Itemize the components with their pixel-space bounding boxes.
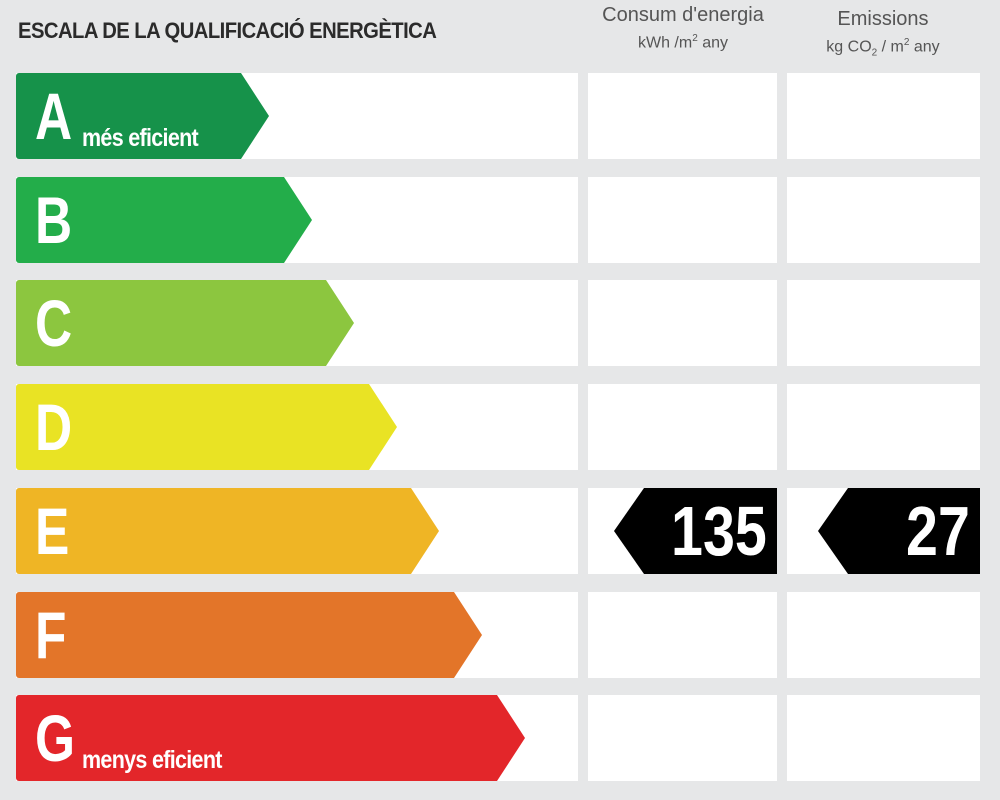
rating-row-d: D: [0, 384, 1000, 470]
energy-column-title: Consum d'energia: [602, 4, 764, 26]
emissions-cell: [787, 695, 980, 781]
emissions-cell: [787, 177, 980, 263]
emissions-column-title: Emissions: [837, 8, 929, 30]
emissions-cell: [787, 384, 980, 470]
rating-letter: G: [35, 701, 76, 775]
emissions-column-unit: kg CO2 / m2 any: [826, 37, 940, 59]
emissions-value: 27: [906, 492, 970, 570]
emissions-cell: [787, 73, 980, 159]
rating-label: menys eficient: [82, 746, 222, 774]
rating-letter: C: [35, 286, 73, 360]
rating-row-c: C: [0, 280, 1000, 366]
energy-cell: [588, 695, 777, 781]
rating-row-e: E 135 27: [0, 488, 1000, 574]
emissions-value-badge: 27: [818, 488, 980, 574]
energy-column-unit: kWh /m2 any: [637, 33, 729, 52]
energy-value-badge: 135: [614, 488, 777, 574]
energy-cell: [588, 280, 777, 366]
emissions-cell: [787, 592, 980, 678]
energy-value: 135: [671, 492, 767, 570]
rating-arrow-b: B: [16, 177, 312, 263]
energy-cell: [588, 384, 777, 470]
rating-letter: E: [35, 494, 70, 568]
rating-letter: A: [35, 79, 73, 153]
energy-cell: [588, 592, 777, 678]
rating-letter: D: [35, 390, 73, 464]
energy-cell: [588, 73, 777, 159]
rating-letter: B: [35, 183, 73, 257]
page-title: ESCALA DE LA QUALIFICACIÓ ENERGÈTICA: [18, 18, 437, 43]
rating-letter: F: [35, 598, 67, 672]
emissions-column-header: Emissions kg CO2 / m2 any: [786, 6, 980, 65]
rating-arrow-e: E: [16, 488, 439, 574]
rating-label: més eficient: [82, 124, 199, 152]
rating-arrow-d: D: [16, 384, 397, 470]
emissions-cell: [787, 280, 980, 366]
rating-row-f: F: [0, 592, 1000, 678]
energy-column-header: Consum d'energia kWh /m2 any: [588, 2, 778, 54]
rating-row-b: B: [0, 177, 1000, 263]
rating-arrow-c: C: [16, 280, 354, 366]
energy-cell: [588, 177, 777, 263]
rating-arrow-f: F: [16, 592, 482, 678]
